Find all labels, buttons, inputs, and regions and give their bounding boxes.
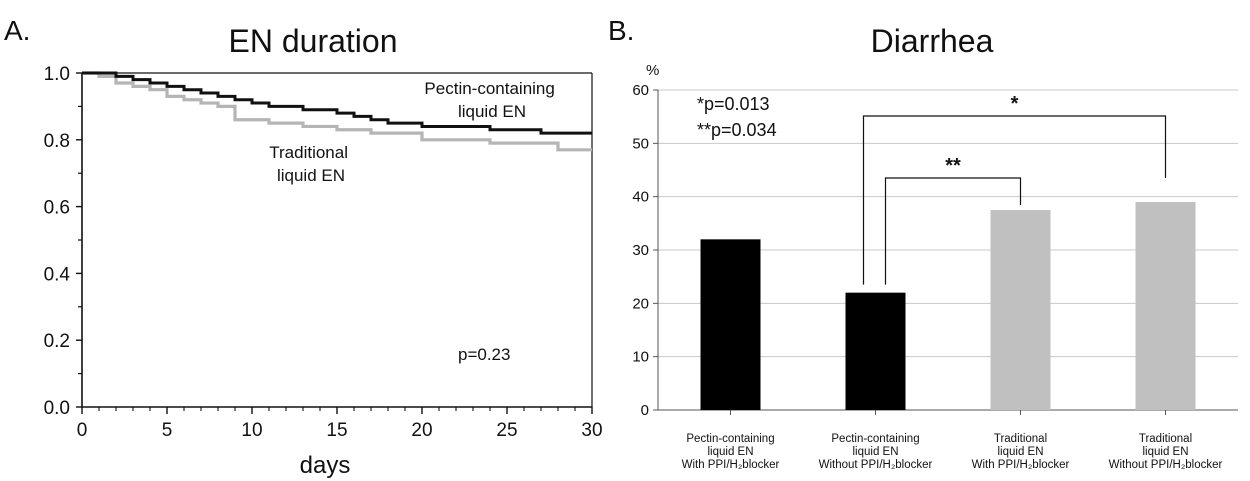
significance-bracket-double	[884, 177, 1022, 285]
panel-a-y-tick-label: 0.0	[44, 398, 70, 419]
category-label-line: Without PPI/H₂blocker	[1109, 459, 1223, 471]
bar-2	[845, 292, 906, 410]
panel-b-y-tick-label: 60	[632, 82, 649, 99]
category-label-line: liquid EN	[707, 446, 753, 458]
panel-b-y-tick-label: 30	[632, 242, 649, 259]
series-line-traditional	[82, 71, 592, 152]
panel-a-y-tick-label: 0.6	[44, 198, 70, 219]
series-label-traditional-line2: liquid EN	[277, 166, 345, 185]
series-label-pectin-line1: Pectin-containing	[424, 79, 554, 98]
panel-a-y-tick-label: 0.8	[44, 131, 70, 152]
panel-a-xlabel: days	[300, 452, 351, 479]
category-label-4: Traditional liquid EN Without PPI/H₂blocke…	[1109, 433, 1223, 471]
series-label-pectin-line2: liquid EN	[458, 102, 526, 121]
panel-a-title: EN duration	[229, 23, 398, 59]
panel-a-x-tick-label: 30	[581, 420, 602, 441]
panel-a-letter: A.	[4, 15, 30, 46]
panel-a-y-tick-label: 0.4	[44, 264, 71, 285]
panel-a-x-tick-label: 20	[411, 420, 432, 441]
panel-b-pvalue-1: *p=0.013	[697, 94, 770, 114]
panel-b-ylabel: %	[646, 62, 659, 79]
panel-a-x-tick-label: 5	[162, 420, 173, 441]
panel-b-title: Diarrhea	[871, 23, 994, 59]
panel-a-pvalue: p=0.23	[458, 345, 510, 364]
panel-a-y-tick-label: 1.0	[44, 64, 70, 85]
panel-b-letter: B.	[608, 15, 634, 46]
panel-a-x-tick-label: 0	[77, 420, 88, 441]
panel-b-y-tick-label: 50	[632, 135, 649, 152]
category-label-line: liquid EN	[1142, 446, 1188, 458]
bar-1	[700, 239, 761, 410]
category-label-1: Pectin-containing liquid EN With PPI/H₂blo…	[682, 433, 780, 471]
category-label-line: Without PPI/H₂blocker	[819, 459, 933, 471]
panel-b-y-tick-label: 10	[632, 349, 649, 366]
panel-a-y-tick-label: 0.2	[44, 331, 70, 352]
category-label-line: Pectin-containing	[831, 433, 919, 445]
panel-b-y-tick-label: 40	[632, 189, 649, 206]
panel-a-plot: 0.0 0.2 0.4 0.6 0.8 1.0 0 5 10 15 20 25 30	[44, 64, 603, 441]
panel-a-x-tick-label: 10	[241, 420, 262, 441]
category-label-line: With PPI/H₂blocker	[682, 459, 780, 471]
category-label-2: Pectin-containing liquid EN Without PPI/H₂…	[819, 433, 933, 471]
significance-marker-single: *	[1011, 93, 1019, 115]
panel-b-y-tick-label: 20	[632, 295, 649, 312]
category-label-line: With PPI/H₂blocker	[972, 459, 1070, 471]
series-label-traditional: Traditional liquid EN	[269, 143, 352, 185]
category-label-3: Traditional liquid EN With PPI/H₂blocker	[972, 433, 1070, 471]
category-label-line: Pectin-containing	[686, 433, 774, 445]
series-label-traditional-line1: Traditional	[269, 143, 348, 162]
series-label-pectin: Pectin-containing liquid EN	[424, 79, 559, 121]
panel-b-y-tick-label: 0	[641, 402, 649, 419]
panel-b-pvalue-2: **p=0.034	[697, 120, 777, 140]
bar-3	[990, 210, 1051, 410]
category-label-line: Traditional	[994, 433, 1047, 445]
panel-a-x-tick-label: 25	[496, 420, 517, 441]
bar-4	[1135, 202, 1196, 410]
category-label-line: liquid EN	[852, 446, 898, 458]
panel-a-x-tick-label: 15	[326, 420, 347, 441]
series-line-pectin	[82, 71, 592, 135]
category-label-line: liquid EN	[997, 446, 1043, 458]
significance-bracket-single	[862, 115, 1167, 285]
significance-marker-double: **	[945, 155, 961, 177]
category-label-line: Traditional	[1139, 433, 1192, 445]
